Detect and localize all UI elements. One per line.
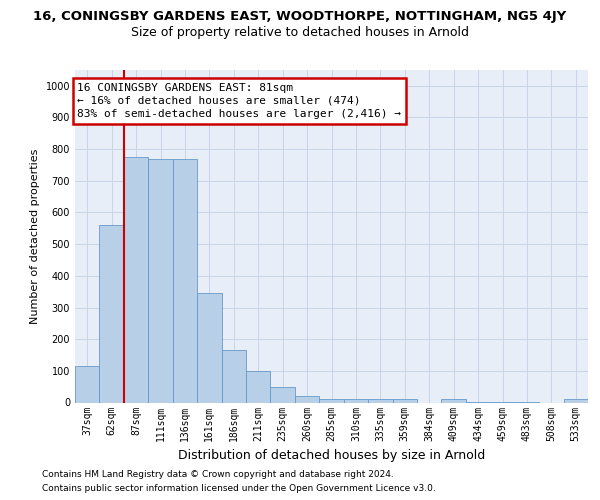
Bar [271, 386, 295, 402]
Bar [100, 225, 124, 402]
Bar [221, 350, 246, 403]
Bar [295, 396, 319, 402]
Bar [319, 398, 344, 402]
Bar [173, 158, 197, 402]
Text: Contains HM Land Registry data © Crown copyright and database right 2024.: Contains HM Land Registry data © Crown c… [42, 470, 394, 479]
X-axis label: Distribution of detached houses by size in Arnold: Distribution of detached houses by size … [178, 449, 485, 462]
Text: Contains public sector information licensed under the Open Government Licence v3: Contains public sector information licen… [42, 484, 436, 493]
Bar [392, 400, 417, 402]
Text: 16, CONINGSBY GARDENS EAST, WOODTHORPE, NOTTINGHAM, NG5 4JY: 16, CONINGSBY GARDENS EAST, WOODTHORPE, … [34, 10, 566, 23]
Text: Size of property relative to detached houses in Arnold: Size of property relative to detached ho… [131, 26, 469, 39]
Y-axis label: Number of detached properties: Number of detached properties [30, 148, 40, 324]
Bar [563, 400, 588, 402]
Bar [246, 372, 271, 402]
Text: 16 CONINGSBY GARDENS EAST: 81sqm
← 16% of detached houses are smaller (474)
83% : 16 CONINGSBY GARDENS EAST: 81sqm ← 16% o… [77, 82, 401, 119]
Bar [344, 398, 368, 402]
Bar [75, 366, 100, 403]
Bar [442, 400, 466, 402]
Bar [148, 158, 173, 402]
Bar [197, 293, 221, 403]
Bar [368, 398, 392, 402]
Bar [124, 157, 148, 402]
